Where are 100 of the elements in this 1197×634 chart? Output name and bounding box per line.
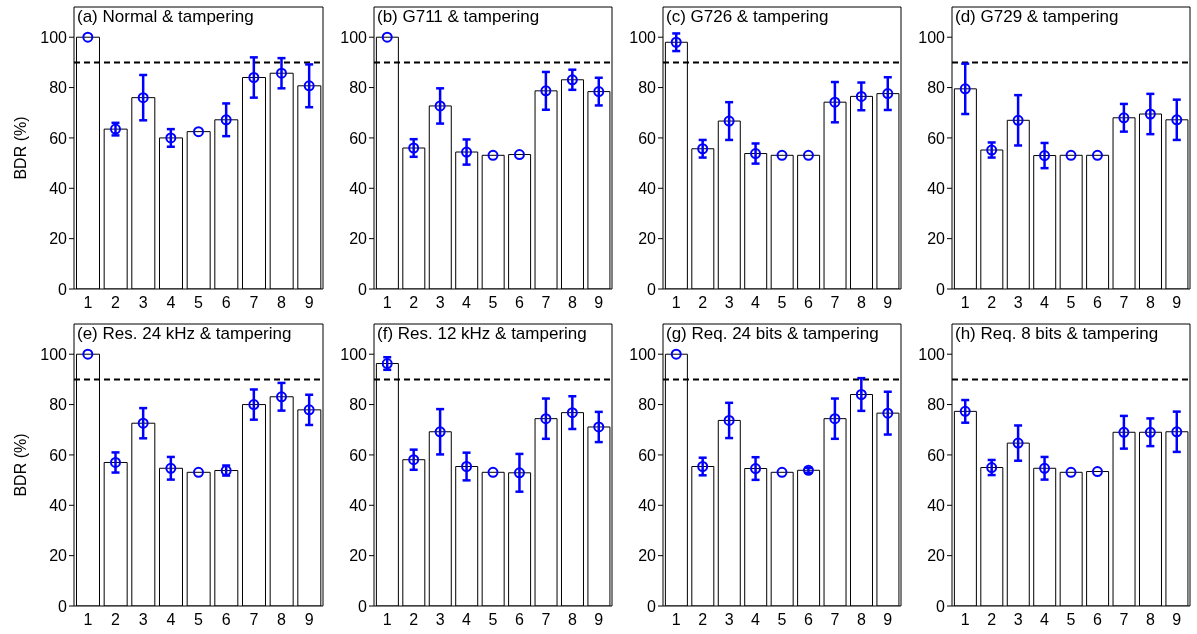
y-tick-label: 40: [638, 179, 657, 197]
y-tick-label: 40: [49, 179, 68, 197]
point: [434, 426, 446, 438]
point: [723, 414, 735, 426]
point: [802, 149, 814, 161]
point: [276, 391, 287, 403]
y-tick-label: 80: [349, 396, 368, 414]
y-axis-title: BDR (%): [11, 433, 29, 497]
x-tick-label: 8: [1145, 294, 1155, 312]
chart-title: (g) Req. 24 bits & tampering: [666, 324, 879, 344]
x-tick-label: 4: [166, 611, 176, 629]
point: [513, 149, 525, 161]
y-tick-label: 100: [918, 28, 946, 46]
y-tick-label: 40: [349, 179, 368, 197]
y-tick-label: 100: [629, 345, 657, 363]
y-tick-label: 60: [49, 129, 68, 147]
point: [82, 31, 94, 43]
x-tick-label: 2: [111, 611, 121, 629]
point: [697, 461, 709, 473]
x-tick-label: 2: [409, 611, 419, 629]
point: [959, 83, 971, 95]
x-tick-label: 9: [304, 294, 314, 312]
x-tick-label: 8: [856, 294, 866, 312]
y-tick-label: 0: [358, 597, 368, 615]
x-tick-label: 6: [514, 294, 524, 312]
x-tick-label: 1: [382, 611, 392, 629]
y-tick-label: 80: [927, 79, 946, 97]
x-tick-label: 4: [462, 611, 472, 629]
x-tick-label: 6: [803, 611, 813, 629]
y-tick-label: 20: [638, 547, 657, 565]
point: [82, 348, 94, 360]
x-tick-label: 3: [724, 611, 734, 629]
x-tick-label: 2: [987, 611, 997, 629]
y-tick-label: 60: [638, 446, 657, 464]
point: [723, 115, 735, 127]
x-tick-label: 1: [960, 294, 970, 312]
point: [193, 126, 204, 138]
point: [670, 348, 682, 360]
x-tick-label: 3: [1013, 611, 1023, 629]
chart-title: (e) Res. 24 kHz & tampering: [77, 324, 292, 344]
x-tick-label: 9: [1172, 611, 1182, 629]
y-tick-label: 40: [927, 496, 946, 514]
point: [776, 149, 788, 161]
point: [137, 92, 149, 104]
point: [137, 417, 149, 429]
y-tick-label: 60: [349, 446, 368, 464]
x-tick-label: 6: [221, 294, 231, 312]
point: [487, 466, 499, 478]
x-tick-label: 5: [488, 611, 498, 629]
x-tick-label: 8: [277, 294, 287, 312]
chart-title: (c) G726 & tampering: [666, 7, 829, 27]
x-tick-label: 9: [594, 294, 604, 312]
point: [248, 72, 260, 83]
x-tick-label: 4: [462, 294, 472, 312]
x-tick-label: 3: [138, 611, 148, 629]
point: [829, 96, 841, 108]
x-tick-label: 4: [1040, 294, 1050, 312]
y-tick-label: 60: [927, 446, 946, 464]
y-tick-label: 60: [927, 129, 946, 147]
y-tick-label: 100: [918, 345, 946, 363]
y-tick-label: 60: [638, 129, 657, 147]
x-tick-label: 5: [488, 294, 498, 312]
x-tick-label: 3: [724, 294, 734, 312]
chart-title: (b) G711 & tampering: [377, 7, 540, 27]
point: [540, 413, 552, 425]
x-tick-label: 1: [83, 611, 93, 629]
x-tick-label: 5: [1066, 611, 1076, 629]
point: [1171, 426, 1183, 438]
chart-title: (d) G729 & tampering: [955, 7, 1119, 27]
point: [750, 463, 762, 475]
point: [1144, 426, 1156, 438]
x-tick-label: 9: [594, 611, 604, 629]
y-tick-label: 100: [340, 28, 368, 46]
chart-title: (a) Normal & tampering: [77, 7, 254, 27]
x-tick-label: 3: [138, 294, 148, 312]
point: [593, 421, 605, 433]
point: [303, 404, 315, 416]
point: [1091, 466, 1103, 478]
y-tick-label: 100: [340, 345, 368, 363]
point: [461, 146, 473, 158]
point: [986, 462, 998, 474]
x-tick-label: 7: [541, 611, 551, 629]
point: [1171, 114, 1183, 126]
x-tick-label: 6: [514, 611, 524, 629]
y-tick-label: 60: [49, 446, 68, 464]
y-tick-label: 40: [927, 179, 946, 197]
point: [1012, 437, 1024, 449]
y-tick-label: 40: [638, 496, 657, 514]
x-tick-label: 9: [1172, 294, 1182, 312]
point: [303, 80, 315, 92]
point: [882, 407, 894, 419]
x-tick-label: 4: [1040, 611, 1050, 629]
point: [829, 413, 841, 425]
x-tick-label: 7: [830, 294, 840, 312]
x-tick-label: 1: [960, 611, 970, 629]
x-tick-label: 5: [777, 294, 787, 312]
x-tick-label: 5: [1066, 294, 1076, 312]
point: [593, 86, 605, 98]
point: [566, 407, 578, 419]
x-tick-label: 7: [1119, 611, 1129, 629]
